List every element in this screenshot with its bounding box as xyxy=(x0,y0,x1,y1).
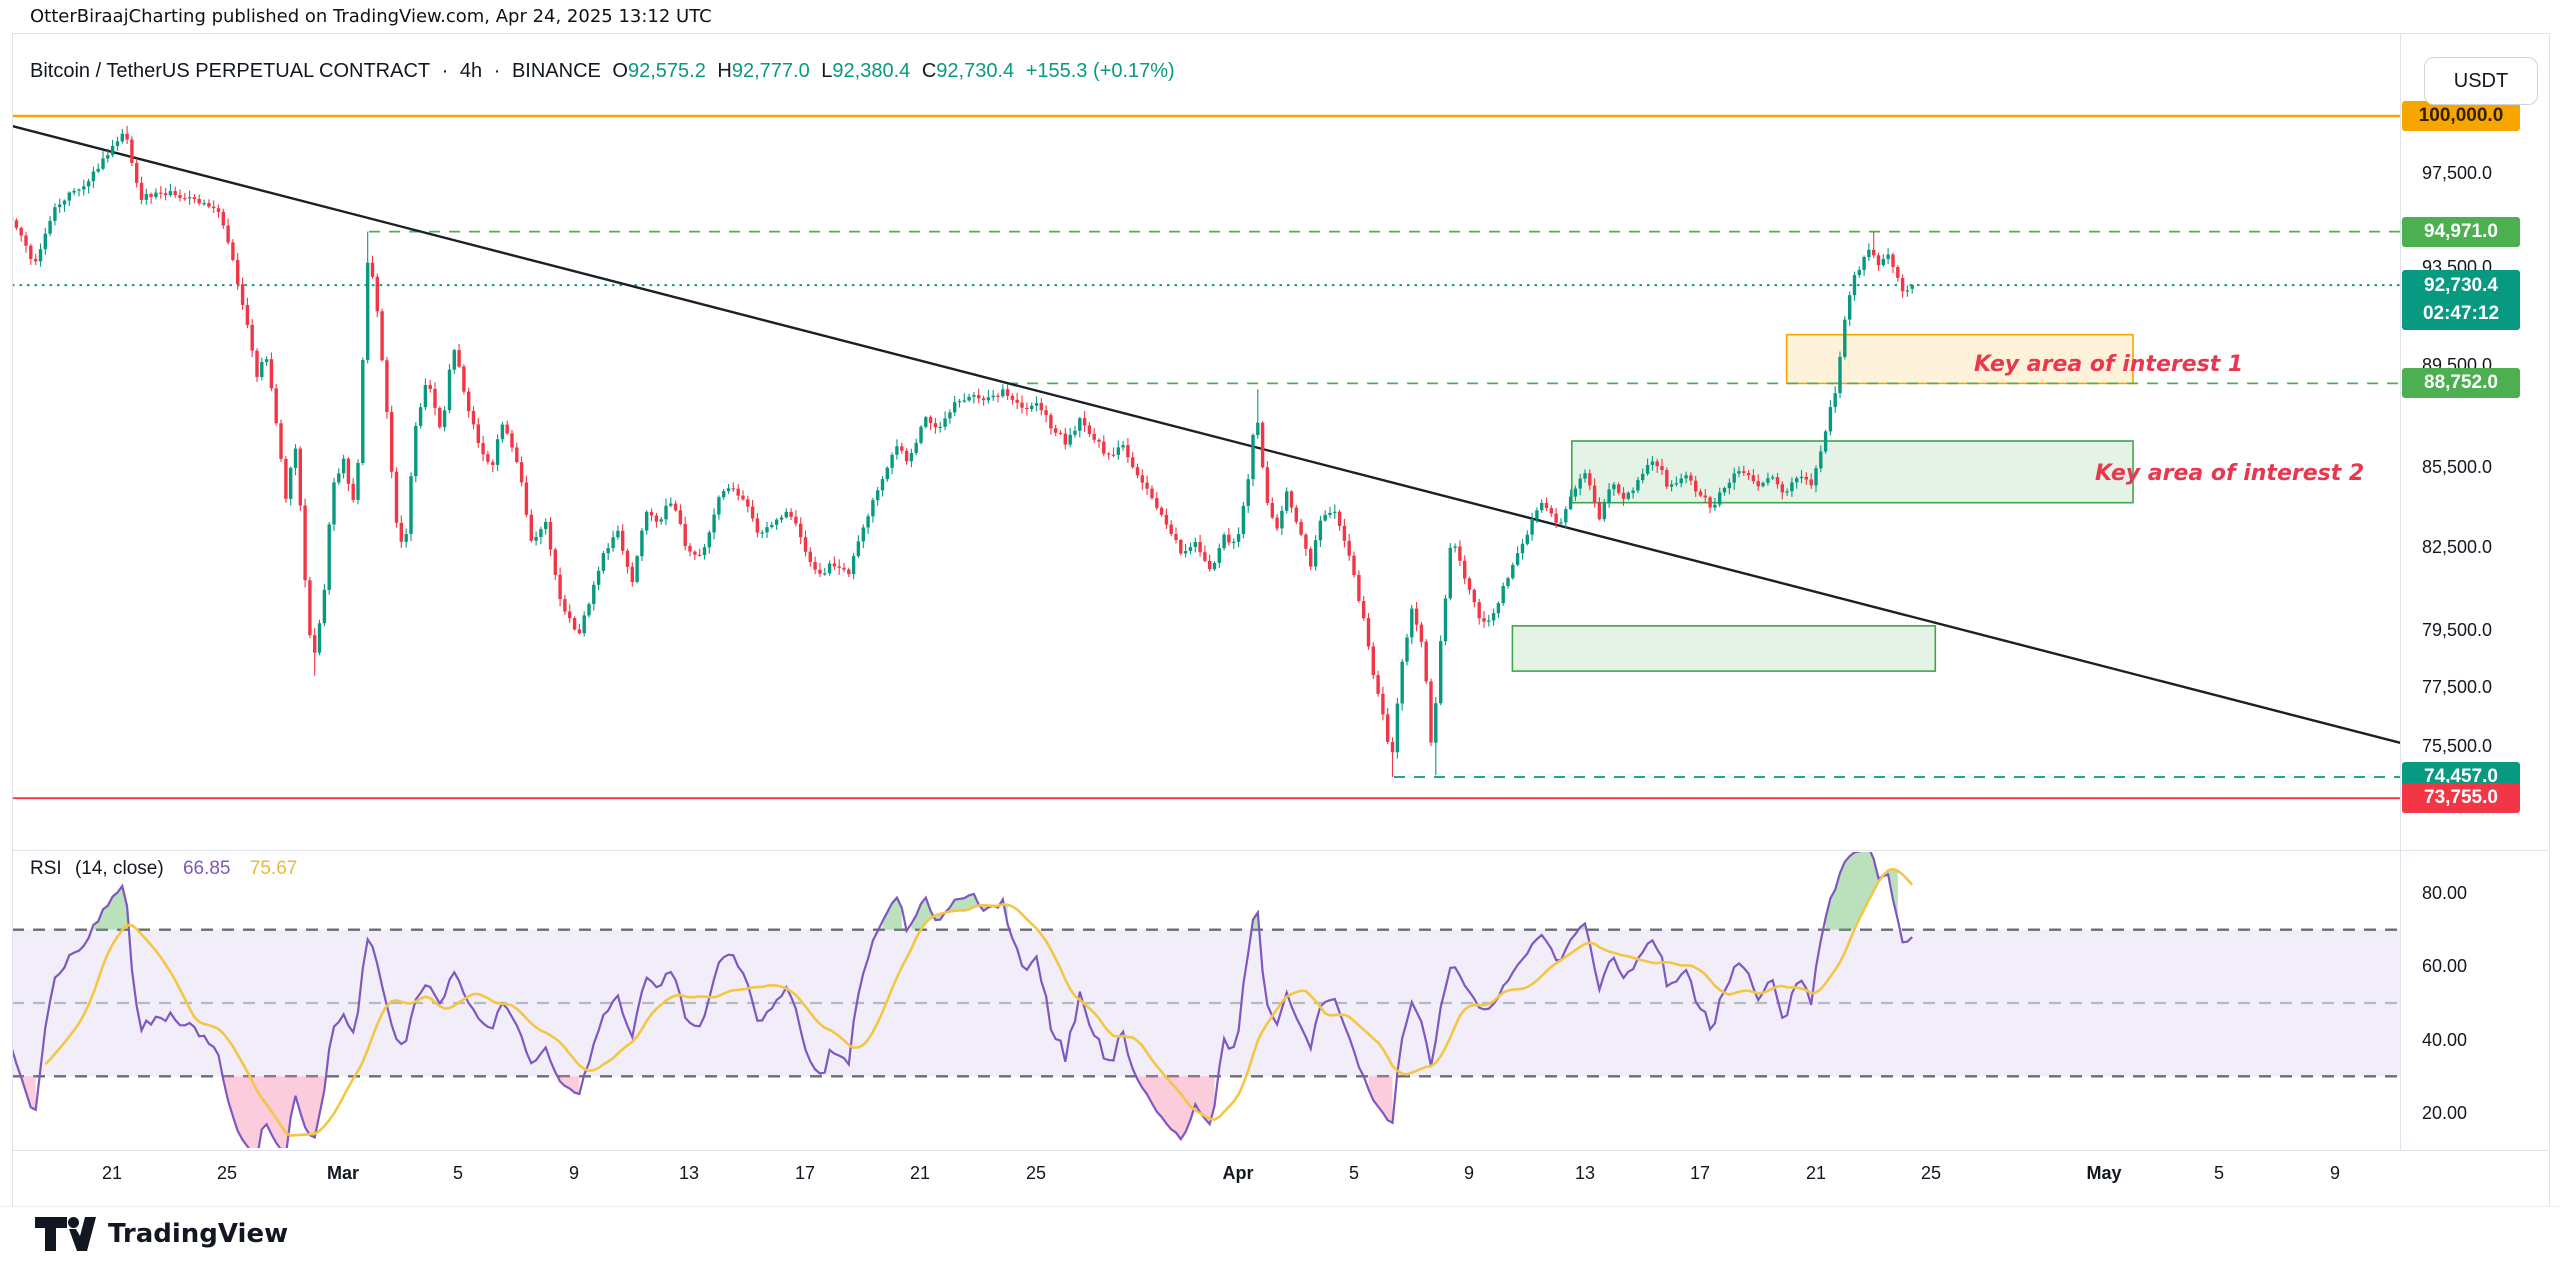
time-tick-label: 13 xyxy=(678,1163,700,1183)
time-tick-label: 25 xyxy=(216,1163,238,1183)
close-value: 92,730.4 xyxy=(936,60,1015,82)
tradingview-brand-text: TradingView xyxy=(108,1219,289,1249)
time-tick-label: 25 xyxy=(1920,1163,1942,1183)
time-tick-label: 5 xyxy=(452,1163,463,1183)
exchange-label: BINANCE xyxy=(511,60,601,82)
current-price-tag: 92,730.4 02:47:12 xyxy=(2402,270,2520,331)
time-tick-label: 5 xyxy=(2213,1163,2224,1183)
time-tick-label: 9 xyxy=(1463,1163,1474,1183)
price-level-tag: 100,000.0 xyxy=(2402,101,2520,131)
price-tick-label: 79,500.0 xyxy=(2422,620,2493,641)
time-tick-label: 9 xyxy=(568,1163,579,1183)
time-tick-label: 25 xyxy=(1025,1163,1047,1183)
symbol-title[interactable]: Bitcoin / TetherUS PERPETUAL CONTRACT xyxy=(30,60,431,82)
time-tick-label: May xyxy=(2086,1163,2122,1183)
price-tick-label: 97,500.0 xyxy=(2422,162,2493,183)
rsi-tick-label: 60.00 xyxy=(2422,956,2468,977)
currency-toggle-button[interactable]: USDT xyxy=(2424,57,2538,105)
change-value: +155.3 (+0.17%) xyxy=(1025,60,1175,82)
open-label: O xyxy=(612,60,628,82)
open-value: 92,575.2 xyxy=(627,60,706,82)
low-value: 92,380.4 xyxy=(832,60,911,82)
time-tick-label: 9 xyxy=(2329,1163,2340,1183)
published-attribution: OtterBiraajCharting published on Trading… xyxy=(30,6,712,27)
price-level-tag: 73,755.0 xyxy=(2402,783,2520,814)
close-label: C xyxy=(921,60,937,82)
time-tick-label: 5 xyxy=(1348,1163,1359,1183)
key-area-1-note[interactable]: Key area of interest 1 xyxy=(1974,352,2244,377)
key-area-2-note[interactable]: Key area of interest 2 xyxy=(2095,461,2365,486)
rsi-params: (14, close) xyxy=(74,858,164,879)
time-tick-label: 17 xyxy=(794,1163,816,1183)
price-scale-divider[interactable] xyxy=(2400,33,2401,1150)
time-tick-label: 17 xyxy=(1689,1163,1711,1183)
price-tick-label: 85,500.0 xyxy=(2422,457,2493,478)
tradingview-footer-link[interactable]: TradingView xyxy=(34,1216,288,1252)
price-tick-label: 82,500.0 xyxy=(2422,537,2493,558)
rsi-tick-label: 20.00 xyxy=(2422,1103,2468,1123)
pane-divider[interactable] xyxy=(12,850,2548,851)
rsi-legend: RSI (14, close) 66.85 75.67 xyxy=(30,858,297,880)
rsi-tick-label: 80.00 xyxy=(2422,883,2468,903)
bar-countdown: 02:47:12 xyxy=(2422,303,2500,325)
time-axis-divider xyxy=(12,1150,2548,1151)
time-tick-label: 21 xyxy=(909,1163,931,1183)
time-tick-label: 13 xyxy=(1574,1163,1596,1183)
price-level-tag: 94,971.0 xyxy=(2402,216,2520,247)
interval-label[interactable]: 4h xyxy=(459,60,483,82)
footer-divider xyxy=(0,1206,2560,1207)
time-tick-label: 21 xyxy=(1805,1163,1827,1183)
price-level-tag: 88,752.0 xyxy=(2402,368,2520,399)
time-tick-label: 21 xyxy=(101,1163,123,1183)
key-area-boxes[interactable] xyxy=(1511,333,2134,672)
tradingview-logo-icon xyxy=(35,1217,96,1251)
high-value: 92,777.0 xyxy=(731,60,810,82)
horizontal-price-levels[interactable] xyxy=(12,114,2400,800)
time-tick-label: Mar xyxy=(326,1163,359,1183)
price-tick-label: 75,500.0 xyxy=(2422,735,2493,756)
rsi-indicator xyxy=(13,852,2400,1148)
rsi-tick-label: 40.00 xyxy=(2422,1029,2468,1050)
price-tick-label: 77,500.0 xyxy=(2422,677,2493,698)
rsi-value: 66.85 xyxy=(182,858,231,879)
symbol-legend: Bitcoin / TetherUS PERPETUAL CONTRACT · … xyxy=(30,60,1175,82)
high-label: H xyxy=(717,60,732,82)
time-tick-label: Apr xyxy=(1222,1163,1254,1183)
descending-trendline[interactable] xyxy=(12,125,2455,757)
rsi-title[interactable]: RSI xyxy=(30,858,62,879)
low-label: L xyxy=(821,60,833,82)
candlestick-series xyxy=(13,125,1914,777)
rsi-ma-value: 75.67 xyxy=(249,858,298,879)
